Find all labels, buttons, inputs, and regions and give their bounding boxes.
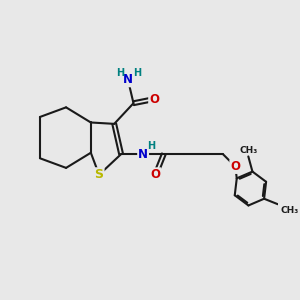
Text: H: H xyxy=(133,68,141,78)
Text: H: H xyxy=(147,141,155,152)
Text: N: N xyxy=(123,73,133,86)
Text: O: O xyxy=(149,93,159,106)
Text: O: O xyxy=(230,160,240,173)
Text: H: H xyxy=(116,68,124,78)
Text: CH₃: CH₃ xyxy=(239,146,257,155)
Text: N: N xyxy=(138,148,148,160)
Text: CH₃: CH₃ xyxy=(280,206,298,215)
Text: O: O xyxy=(151,168,160,181)
Text: S: S xyxy=(94,168,103,181)
